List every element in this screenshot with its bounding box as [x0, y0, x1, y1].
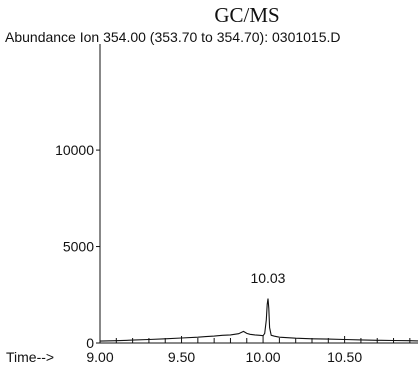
y-axis-ticks: 0 5000 10000 [55, 142, 100, 351]
series-layer [99, 298, 419, 342]
x-axis-label: Time--> [6, 349, 54, 365]
chart-subtitle: Abundance Ion 354.00 (353.70 to 354.70):… [5, 29, 341, 45]
y-tick-label: 5000 [63, 239, 94, 255]
x-tick-label: 9.50 [168, 349, 195, 365]
peak-label: 10.03 [250, 270, 285, 286]
y-tick-label: 0 [86, 335, 94, 351]
x-tick-label: 9.00 [86, 349, 113, 365]
chart-title: GC/MS [214, 3, 279, 27]
x-tick-label: 10.00 [246, 349, 281, 365]
annotation-layer: 10.03 [250, 270, 285, 286]
x-tick-label: 10.50 [327, 349, 362, 365]
y-tick-label: 10000 [55, 142, 94, 158]
series-line [99, 298, 419, 342]
